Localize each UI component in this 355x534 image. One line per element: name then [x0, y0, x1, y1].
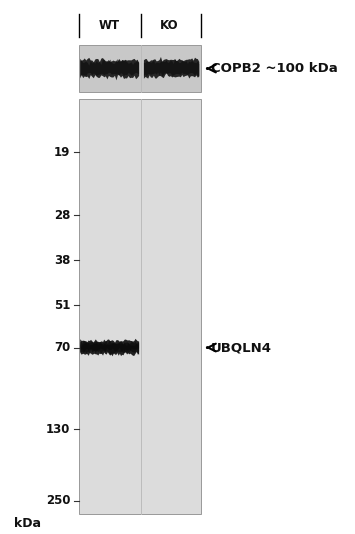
Polygon shape: [144, 59, 199, 77]
Polygon shape: [144, 57, 199, 79]
Text: 28: 28: [54, 209, 70, 222]
Polygon shape: [80, 341, 139, 355]
Text: KO: KO: [159, 19, 178, 32]
Text: 38: 38: [54, 254, 70, 267]
Text: 250: 250: [46, 494, 70, 507]
Text: COPB2 ~100 kDa: COPB2 ~100 kDa: [211, 62, 337, 75]
Text: 19: 19: [54, 145, 70, 159]
Text: 70: 70: [54, 341, 70, 354]
Bar: [78, 45, 201, 92]
Polygon shape: [80, 342, 139, 353]
Text: kDa: kDa: [14, 517, 41, 530]
Text: 130: 130: [46, 423, 70, 436]
Polygon shape: [80, 59, 139, 76]
Text: 51: 51: [54, 299, 70, 312]
Text: WT: WT: [99, 19, 120, 32]
Polygon shape: [80, 339, 139, 356]
Bar: [78, 99, 201, 514]
Text: UBQLN4: UBQLN4: [211, 341, 272, 354]
Polygon shape: [80, 58, 139, 80]
